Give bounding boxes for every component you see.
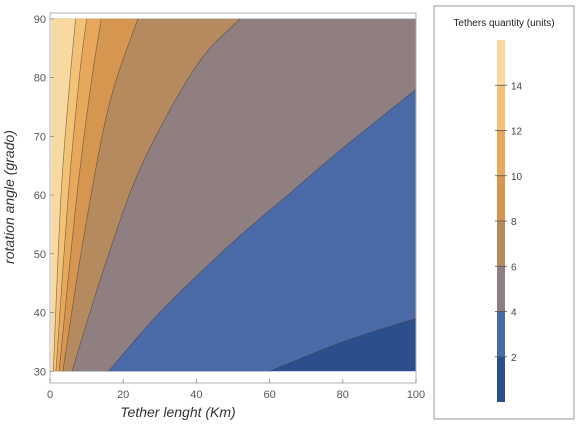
y-axis-ticks: 30 40 50 60 70 80 90	[34, 14, 54, 378]
x-tick-label: 0	[47, 389, 53, 401]
plot-frame-border	[49, 12, 417, 384]
x-axis-title: Tether lenght (Km)	[120, 404, 235, 420]
legend-title: Tethers quantity (units)	[453, 18, 554, 29]
colorbar-segment-12-14	[497, 85, 505, 131]
colorbar-segment-0-2	[497, 356, 505, 402]
colorbar-tick-label: 8	[511, 217, 517, 228]
colorbar-tick-label: 6	[511, 262, 517, 273]
contour-line-2	[269, 318, 417, 372]
y-tick-label: 50	[34, 249, 46, 261]
colorbar-tick-label: 12	[511, 127, 523, 138]
colorbar-segment-6-8	[497, 221, 505, 267]
x-axis-ticks: 0 20 40 60 80 100	[47, 379, 425, 401]
colorbar-tick-label: 4	[511, 308, 517, 319]
x-tick-label: 100	[407, 389, 425, 401]
y-tick-label: 80	[34, 73, 46, 85]
colorbar-segment-2-4	[497, 311, 505, 357]
colorbar-tick-label: 2	[511, 353, 517, 364]
y-tick-label: 60	[34, 190, 46, 202]
colorbar-segment-10-12	[497, 130, 505, 176]
colorbar-segment-4-6	[497, 266, 505, 312]
y-axis-title: rotation angle (grado)	[1, 130, 17, 264]
contour-line-10	[58, 18, 102, 372]
y-tick-label: 70	[34, 131, 46, 143]
contour-line-12	[55, 18, 87, 372]
x-tick-label: 40	[190, 389, 202, 401]
y-tick-label: 30	[34, 366, 46, 378]
y-tick-label: 90	[34, 14, 46, 26]
contour-line-6	[71, 18, 241, 372]
colorbar-segment-14-16	[497, 40, 505, 86]
contour-line-8	[62, 18, 139, 372]
colorbar-legend: Tethers quantity (units) 2 4 6 8 10 12 14	[433, 5, 575, 420]
x-tick-label: 20	[117, 389, 129, 401]
y-tick-label: 40	[34, 308, 46, 320]
contour-line-14	[52, 18, 76, 372]
x-tick-label: 80	[337, 389, 349, 401]
contour-plot-area	[51, 18, 417, 372]
colorbar: 2 4 6 8 10 12 14	[495, 40, 523, 402]
contour-band-14-16	[51, 18, 76, 372]
colorbar-segment-8-10	[497, 175, 505, 221]
colorbar-tick-label: 14	[511, 81, 523, 92]
x-tick-label: 60	[263, 389, 275, 401]
plot-frame	[49, 12, 417, 384]
colorbar-tick-label: 10	[511, 172, 523, 183]
contour-line-4	[108, 89, 417, 372]
